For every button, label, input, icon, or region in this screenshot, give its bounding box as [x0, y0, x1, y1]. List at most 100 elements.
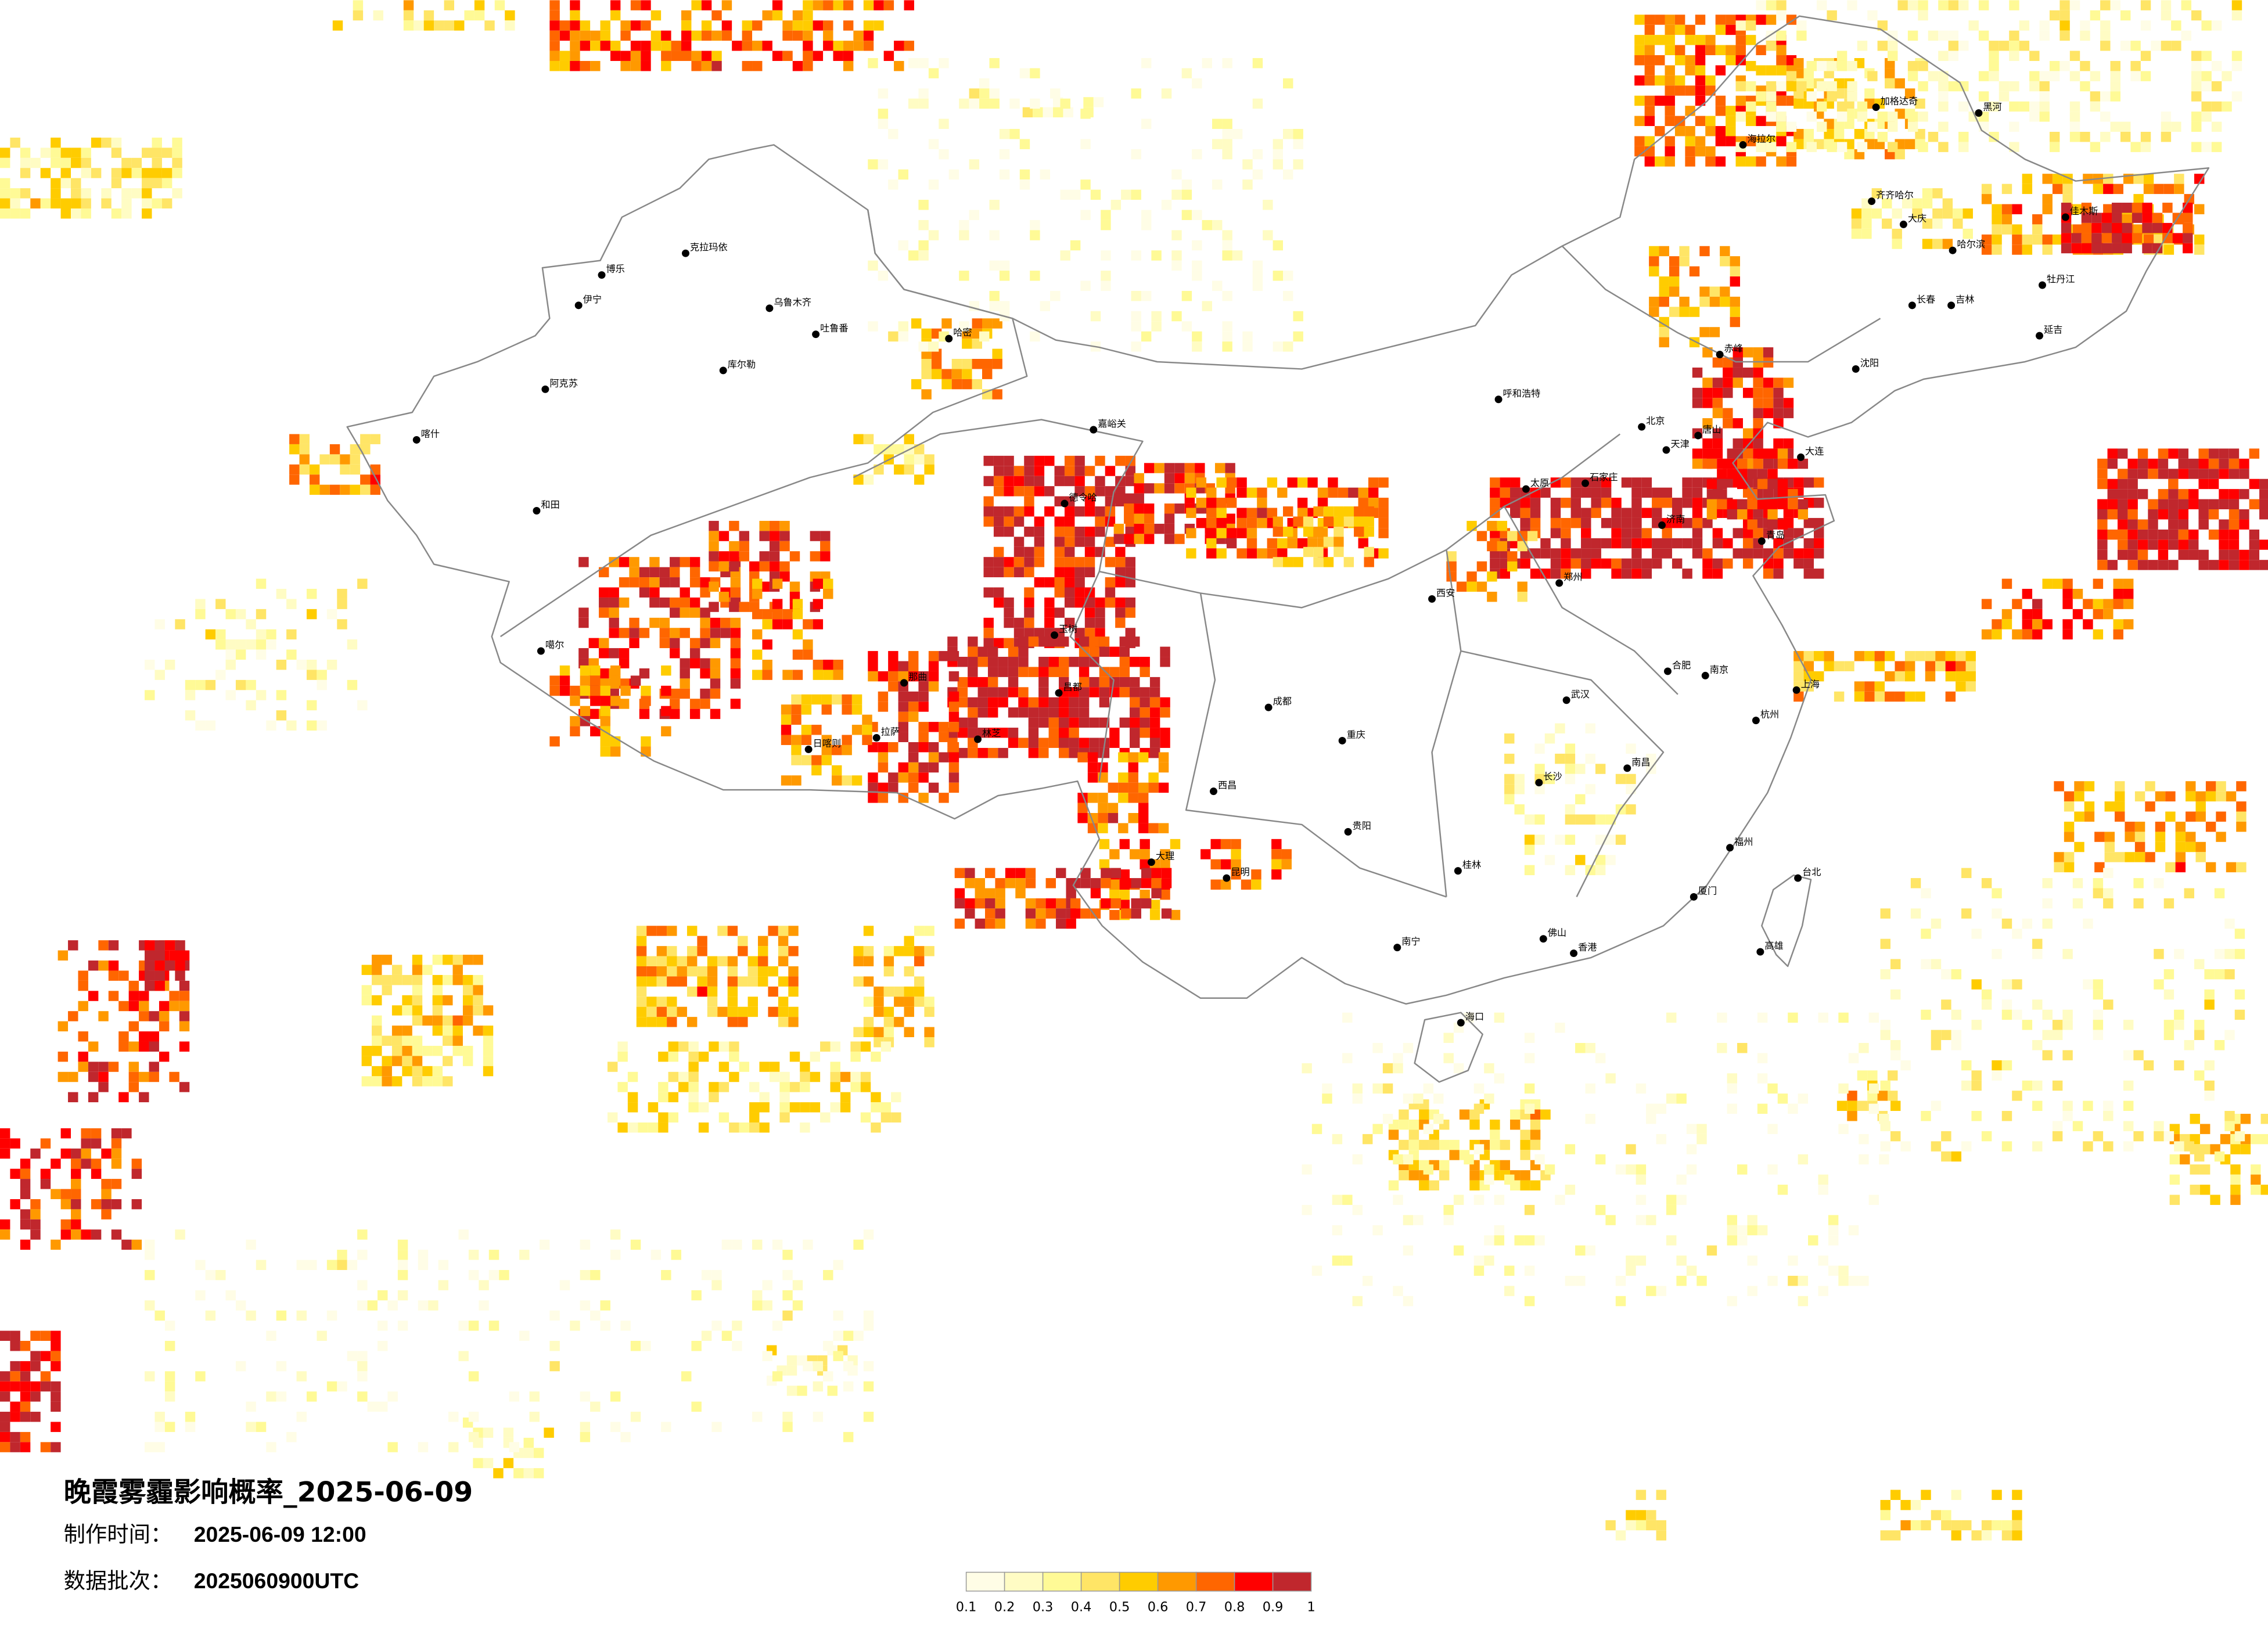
- probability-cell: [904, 936, 914, 947]
- probability-cell: [468, 1321, 479, 1331]
- probability-cell: [1504, 1174, 1515, 1185]
- probability-cell: [999, 129, 1010, 139]
- probability-cell: [91, 1229, 102, 1240]
- probability-cell: [91, 137, 102, 148]
- probability-cell: [918, 88, 929, 99]
- probability-cell: [1348, 487, 1358, 498]
- probability-cell: [1745, 156, 1756, 167]
- probability-cell: [1847, 60, 1857, 71]
- probability-cell: [1715, 24, 1726, 35]
- probability-cell: [1343, 516, 1354, 527]
- probability-cell: [1105, 537, 1116, 547]
- probability-cell: [1164, 523, 1175, 534]
- probability-cell: [1686, 1164, 1697, 1175]
- probability-cell: [1419, 1139, 1429, 1150]
- probability-cell: [1730, 307, 1740, 317]
- probability-cell: [1631, 548, 1642, 559]
- probability-cell: [752, 609, 763, 620]
- probability-cell: [1119, 900, 1130, 910]
- probability-cell: [1591, 477, 1601, 488]
- probability-cell: [40, 1442, 51, 1452]
- probability-cell: [904, 986, 914, 997]
- probability-cell: [1665, 75, 1675, 86]
- probability-cell: [10, 1381, 20, 1392]
- probability-cell: [1798, 1154, 1809, 1165]
- probability-cell: [337, 588, 347, 599]
- probability-cell: [286, 599, 297, 609]
- probability-cell: [51, 1239, 61, 1250]
- probability-cell: [1352, 1083, 1363, 1094]
- probability-cell: [1087, 823, 1098, 833]
- probability-cell: [1302, 1164, 1312, 1175]
- probability-cell: [1246, 548, 1257, 559]
- probability-cell: [2009, 121, 2019, 132]
- city-marker: 太原: [1522, 477, 1549, 493]
- probability-cell: [1695, 116, 1706, 127]
- probability-cell: [688, 1092, 699, 1103]
- probability-cell: [781, 735, 792, 745]
- probability-cell: [1164, 473, 1175, 484]
- probability-cell: [1144, 534, 1155, 544]
- probability-cell: [939, 793, 949, 803]
- probability-cell: [1712, 538, 1723, 549]
- probability-cell: [81, 148, 91, 158]
- probability-cell: [361, 1045, 372, 1056]
- probability-cell: [641, 736, 651, 747]
- probability-cell: [2103, 204, 2114, 214]
- probability-cell: [1125, 597, 1135, 608]
- probability-cell: [1115, 607, 1126, 618]
- probability-cell: [372, 1015, 382, 1026]
- probability-cell: [503, 1458, 514, 1469]
- probability-cell: [1044, 607, 1055, 618]
- probability-cell: [2127, 509, 2138, 520]
- probability-cell: [983, 557, 994, 567]
- probability-cell: [769, 1071, 780, 1082]
- probability-cell: [1095, 506, 1105, 517]
- probability-cell: [1520, 558, 1530, 569]
- city-label: 大庆: [1908, 213, 1926, 224]
- probability-cell: [2205, 862, 2216, 873]
- probability-cell: [1058, 636, 1069, 647]
- probability-cell: [797, 1386, 807, 1396]
- probability-cell: [1773, 558, 1784, 569]
- probability-cell: [340, 454, 350, 465]
- probability-cell: [1271, 859, 1282, 870]
- probability-cell: [1733, 528, 1743, 538]
- probability-cell: [2062, 588, 2073, 599]
- probability-cell: [1816, 121, 1827, 132]
- probability-cell: [1621, 517, 1632, 528]
- probability-cell: [831, 694, 842, 705]
- probability-cell: [121, 188, 132, 199]
- probability-cell: [2158, 549, 2169, 560]
- probability-cell: [2074, 781, 2084, 792]
- probability-cell: [357, 1229, 368, 1240]
- probability-cell: [1726, 126, 1736, 136]
- probability-cell: [1695, 45, 1706, 56]
- probability-cell: [2216, 781, 2226, 792]
- probability-cell: [730, 577, 741, 588]
- probability-cell: [2127, 529, 2138, 540]
- probability-cell: [1128, 762, 1138, 773]
- probability-cell: [452, 974, 463, 985]
- probability-cell: [360, 484, 371, 495]
- probability-cell: [1686, 1144, 1697, 1154]
- probability-cell: [851, 725, 862, 735]
- probability-cell: [1705, 146, 1716, 157]
- probability-cell: [225, 609, 236, 620]
- probability-cell: [1056, 918, 1066, 929]
- probability-cell: [2249, 499, 2260, 510]
- probability-cell: [939, 118, 949, 129]
- probability-cell: [1060, 189, 1070, 200]
- probability-cell: [1550, 517, 1561, 528]
- probability-cell: [1615, 1530, 1626, 1541]
- probability-cell: [2161, 111, 2172, 122]
- probability-cell: [1900, 1499, 1911, 1510]
- city-marker: 佛山: [1539, 927, 1566, 943]
- probability-cell: [2236, 801, 2247, 812]
- probability-cell: [68, 1011, 78, 1021]
- probability-cell: [650, 10, 662, 21]
- probability-cell: [779, 1092, 790, 1103]
- probability-cell: [1504, 733, 1515, 744]
- probability-cell: [1534, 764, 1545, 774]
- probability-cell: [256, 1422, 267, 1432]
